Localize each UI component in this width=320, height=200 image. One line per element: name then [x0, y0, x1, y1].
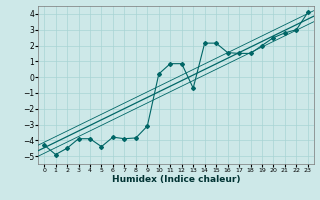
X-axis label: Humidex (Indice chaleur): Humidex (Indice chaleur): [112, 175, 240, 184]
